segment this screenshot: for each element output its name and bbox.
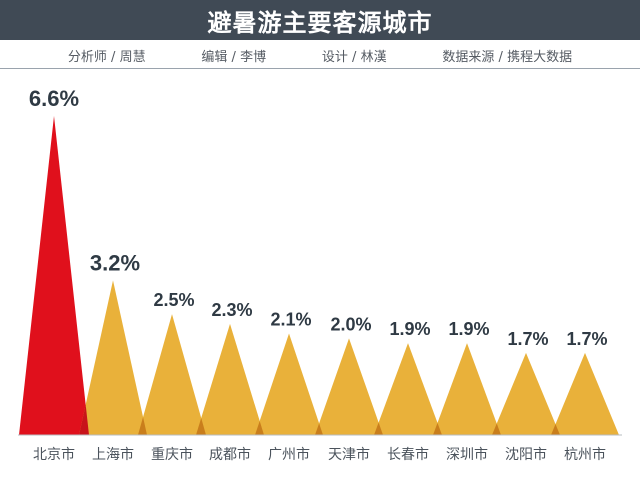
value-label-4: 2.3% [211, 300, 252, 320]
category-label-2: 上海市 [92, 446, 134, 463]
overlap-region-0 [79, 404, 89, 435]
category-label-7: 长春市 [387, 446, 429, 463]
category-label-8: 深圳市 [446, 446, 488, 463]
credit-editor: 编辑 / 李博 [201, 49, 267, 65]
overlap-region-2 [196, 417, 206, 435]
credit-analyst: 分析师 / 周慧 [67, 49, 146, 65]
overlap-region-3 [255, 420, 264, 435]
triangle-bar-6 [315, 338, 383, 435]
overlap-region-7 [492, 423, 501, 435]
header-divider [0, 68, 640, 69]
category-label-10: 杭州市 [564, 446, 606, 463]
value-label-5: 2.1% [270, 310, 311, 330]
category-label-3: 重庆市 [151, 446, 193, 463]
overlap-region-4 [315, 423, 323, 435]
title-bar: 避暑游主要客源城市 [0, 0, 640, 40]
chart-title: 避暑游主要客源城市 [207, 8, 433, 37]
overlap-region-8 [551, 424, 560, 435]
triangle-bar-8 [433, 343, 501, 435]
triangle-bar-1 [19, 116, 89, 435]
value-label-6: 2.0% [330, 314, 371, 334]
category-label-5: 广州市 [268, 446, 310, 463]
triangle-bar-2 [79, 280, 147, 435]
value-label-8: 1.9% [448, 319, 489, 339]
value-label-2: 3.2% [90, 250, 140, 275]
triangle-bar-7 [374, 343, 442, 435]
category-label-9: 沈阳市 [505, 446, 547, 463]
overlap-region-1 [138, 417, 147, 435]
credits-row: 分析师 / 周慧 编辑 / 李博 设计 / 林漢 数据来源 / 携程大数据 [0, 44, 640, 66]
overlap-region-5 [374, 422, 383, 435]
triangle-bar-10 [551, 352, 619, 435]
triangle-bar-5 [255, 333, 323, 435]
category-label-1: 北京市 [33, 446, 75, 463]
triangle-bar-3 [138, 314, 206, 435]
value-label-10: 1.7% [566, 329, 607, 349]
credit-designer: 设计 / 林漢 [321, 49, 387, 65]
value-label-9: 1.7% [507, 329, 548, 349]
triangle-bar-4 [196, 323, 264, 435]
category-label-4: 成都市 [209, 446, 251, 463]
value-label-7: 1.9% [389, 319, 430, 339]
triangle-bar-9 [492, 352, 560, 435]
value-label-3: 2.5% [153, 290, 194, 310]
category-label-6: 天津市 [328, 446, 370, 463]
value-label-1: 6.6% [29, 86, 79, 111]
overlap-region-6 [433, 422, 442, 435]
credit-source: 数据来源 / 携程大数据 [442, 49, 573, 65]
